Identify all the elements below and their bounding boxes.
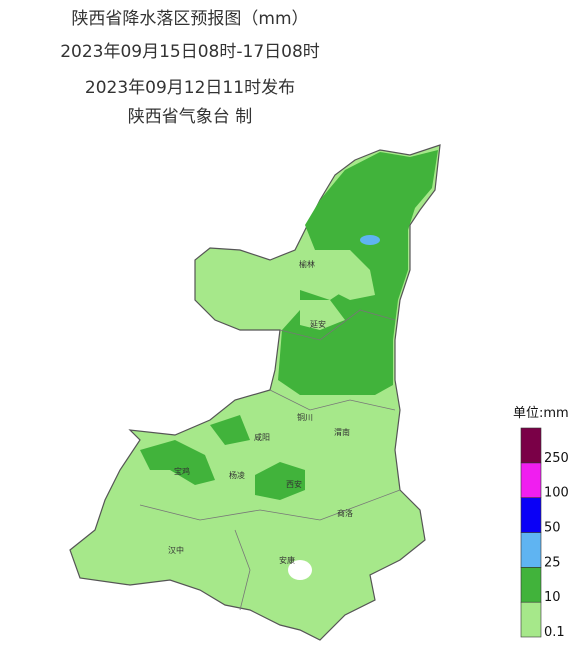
city-label: 榆林 [299,259,315,269]
province-map [69,144,441,641]
issued: 2023年09月12日11时发布 [85,78,295,98]
legend-tick-label: 10 [544,590,561,605]
city-label: 咸阳 [254,432,270,442]
issuer: 陕西省气象台 制 [128,107,252,127]
legend-tick-label: 100 [544,486,569,501]
legend: 0.1 10 25 50 100 250 [520,427,569,640]
city-label: 延安 [310,319,326,329]
legend-swatch [520,427,542,464]
legend-tick-label: 25 [544,555,561,570]
title: 陕西省降水落区预报图（mm） [71,9,308,29]
legend-tick-label: 250 [544,451,569,466]
legend-tick-label: 0.1 [544,625,565,640]
legend-swatch [520,601,542,638]
legend-swatch [520,567,542,603]
city-label: 汉中 [168,545,184,555]
city-label: 安康 [279,555,295,565]
city-label: 铜川 [297,412,313,422]
legend-swatch [520,532,542,568]
legend-title: 单位:mm [513,406,569,421]
legend-swatch [520,462,542,498]
city-label: 杨凌 [229,470,245,480]
city-label: 宝鸡 [174,466,190,476]
city-label: 渭南 [334,427,350,437]
city-label: 商洛 [337,508,353,518]
legend-tick-label: 50 [544,521,561,536]
city-label: 西安 [286,479,302,489]
period: 2023年09月15日08时-17日08时 [60,42,320,62]
legend-swatch [520,497,542,533]
